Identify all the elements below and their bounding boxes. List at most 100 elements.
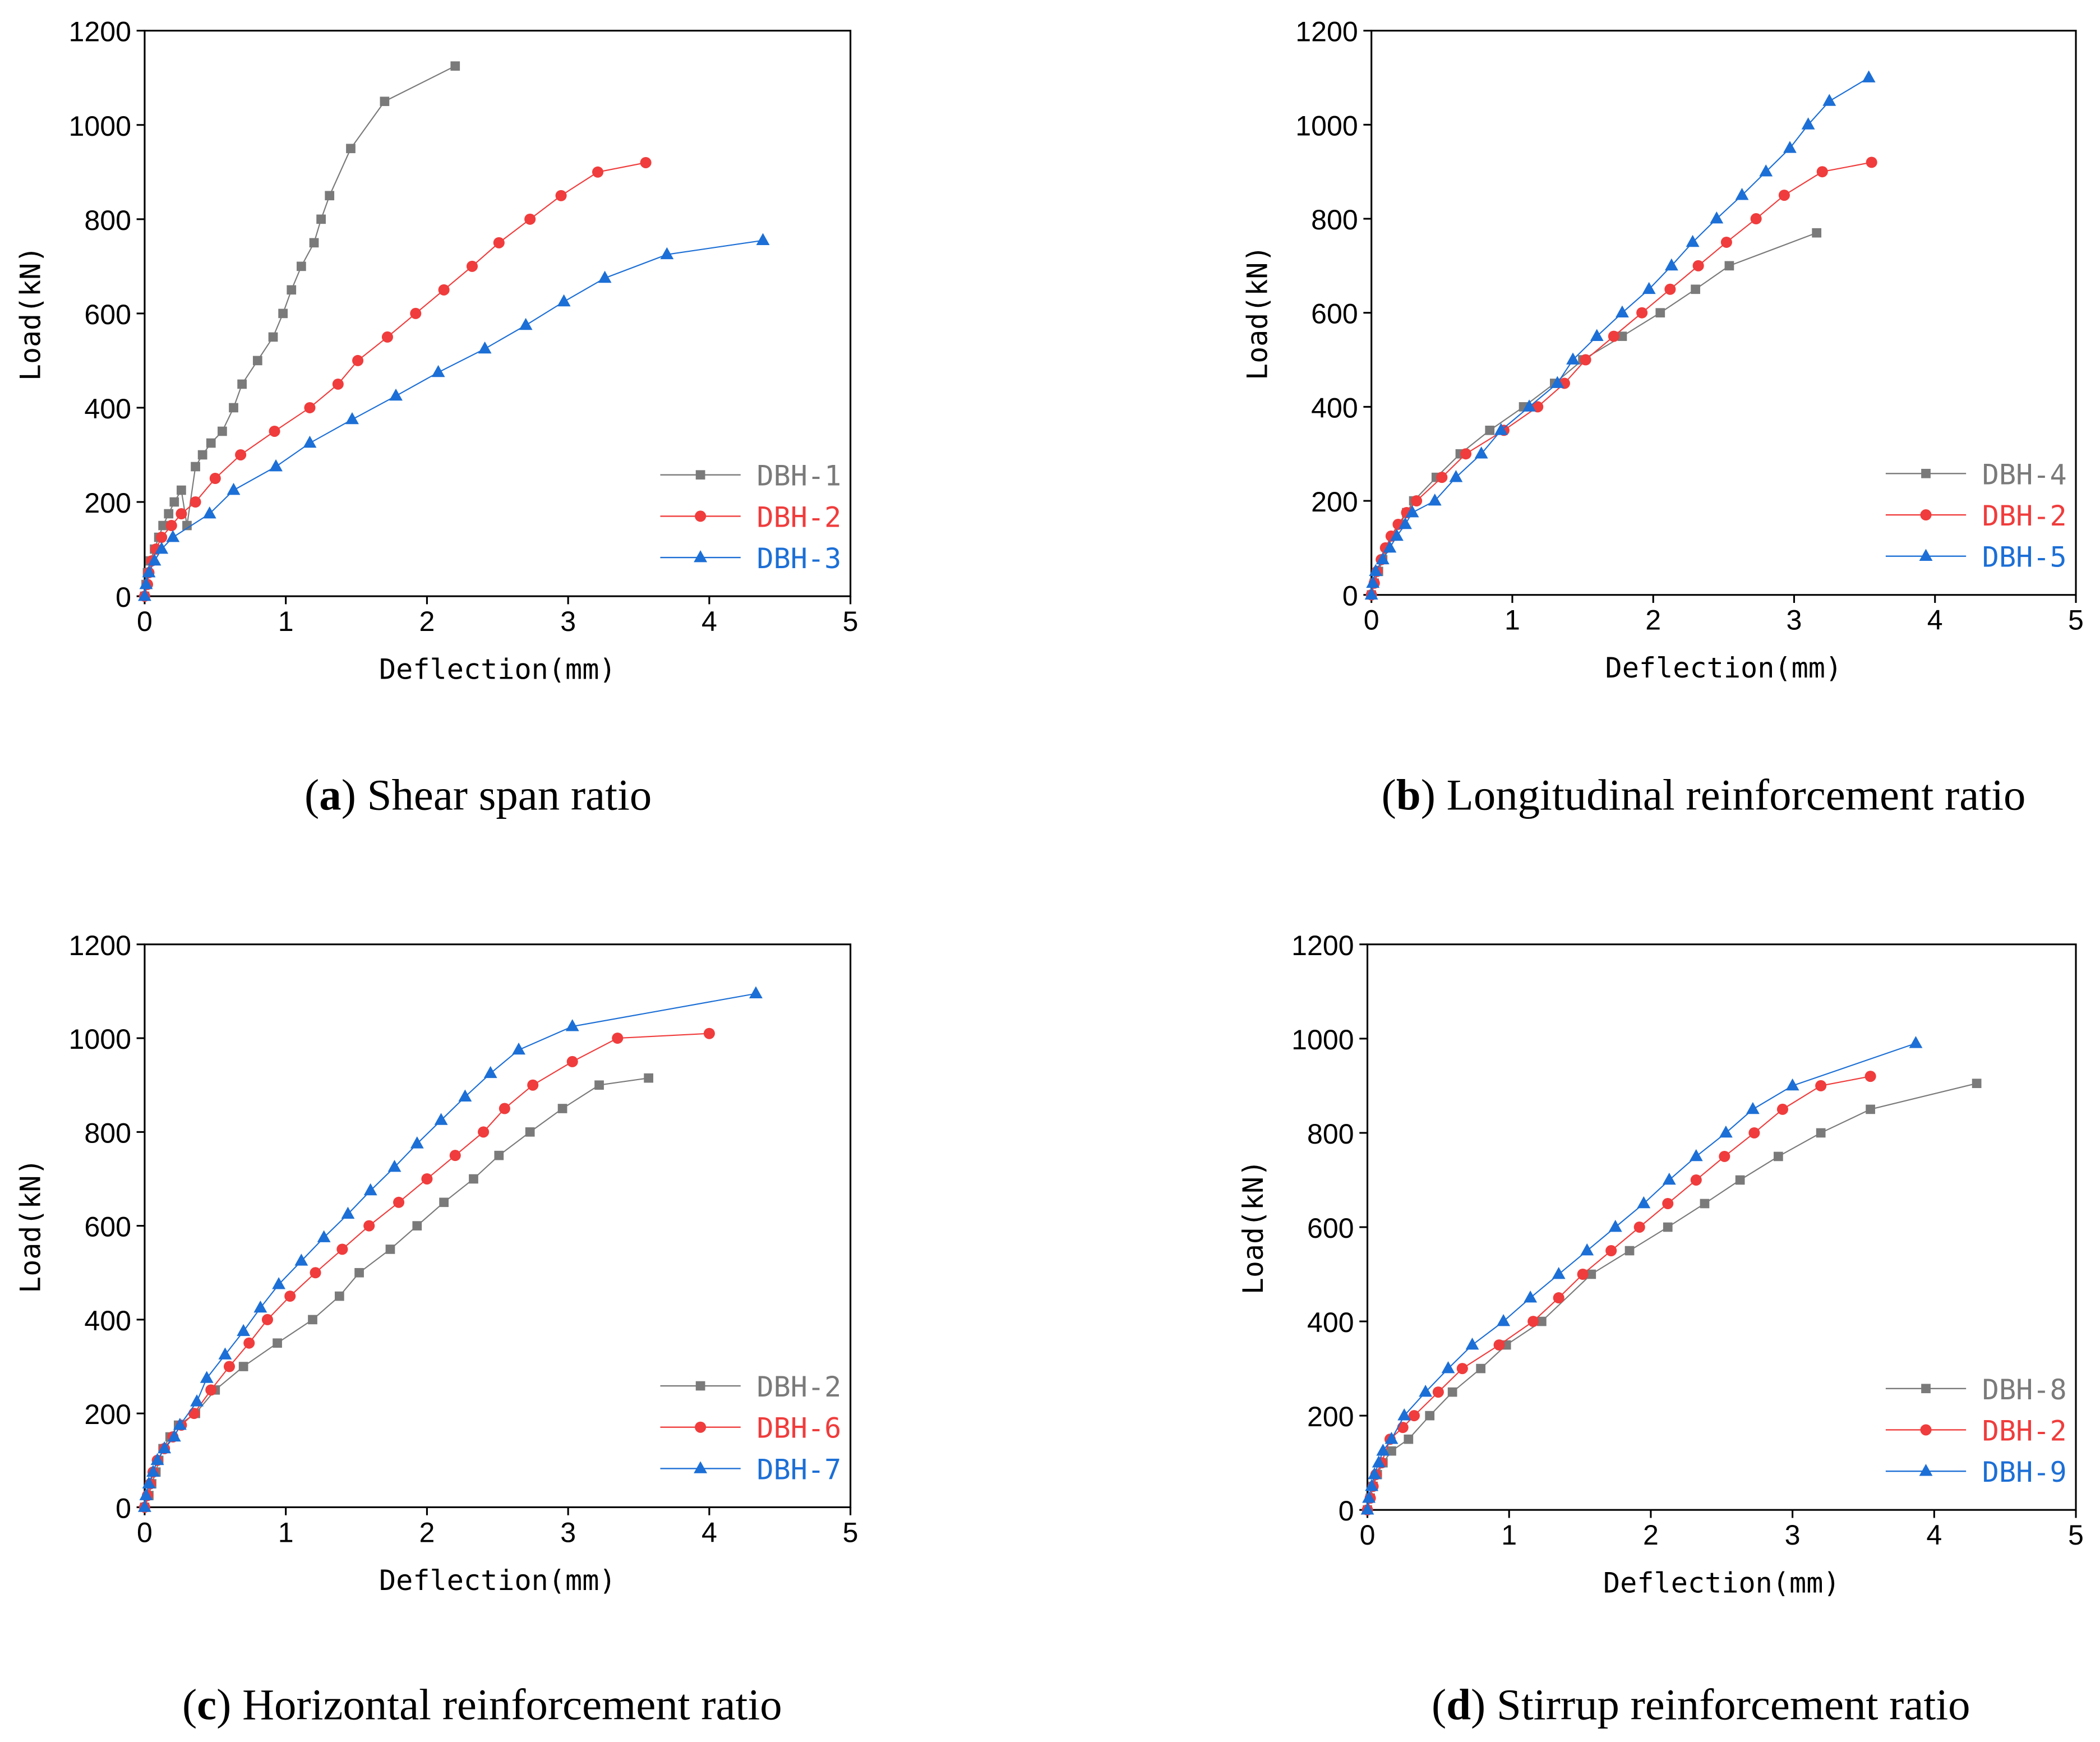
legend-label: DBH-2 (756, 501, 841, 534)
caption: (d) Stirrup reinforcement ratio (1432, 1681, 1970, 1730)
marker (1390, 528, 1404, 541)
marker (1460, 448, 1472, 460)
marker (341, 1206, 355, 1219)
x-tick-label: 4 (1927, 605, 1943, 636)
marker (336, 1243, 348, 1255)
marker (237, 379, 247, 389)
legend-label: DBH-8 (1982, 1374, 2067, 1406)
marker (138, 1500, 151, 1512)
marker (557, 294, 571, 307)
marker (524, 213, 536, 225)
y-tick-label: 400 (84, 393, 131, 425)
plot-frame (1370, 30, 2077, 596)
x-tick-label: 2 (1643, 1519, 1659, 1551)
marker (287, 285, 297, 295)
marker (410, 307, 422, 319)
legend-marker (695, 1381, 705, 1391)
marker (206, 438, 216, 448)
caption-part: ( (1382, 771, 1396, 820)
series-line (1367, 1076, 1871, 1510)
y-tick-label: 800 (1311, 204, 1358, 236)
marker (438, 284, 450, 296)
marker (1866, 156, 1877, 168)
marker (164, 509, 174, 519)
x-tick-label: 0 (1364, 605, 1379, 636)
marker (1384, 1432, 1399, 1444)
caption-part: ) Longitudinal reinforcement ratio (1421, 771, 2026, 820)
marker (1456, 1363, 1468, 1375)
marker (1735, 1175, 1745, 1185)
marker (1522, 399, 1536, 412)
marker (1368, 1467, 1382, 1480)
y-tick-label: 1200 (69, 16, 132, 48)
legend-marker (694, 1461, 708, 1473)
marker (1692, 260, 1704, 271)
marker (749, 986, 763, 998)
series-line (1370, 232, 1817, 595)
x-tick-label: 4 (701, 1517, 717, 1548)
caption-part: c (197, 1681, 216, 1730)
marker (1617, 331, 1627, 341)
marker (1399, 517, 1412, 529)
marker (565, 1019, 579, 1031)
marker (309, 238, 319, 248)
caption: (b) Longitudinal reinforcement ratio (1382, 771, 2026, 820)
marker (1428, 493, 1442, 506)
marker (146, 1464, 160, 1477)
marker (1524, 1290, 1538, 1303)
series-line (144, 65, 456, 597)
x-tick-label: 2 (419, 1517, 435, 1548)
y-tick-label: 1200 (69, 930, 132, 961)
marker (1474, 446, 1488, 459)
marker (1580, 354, 1591, 366)
marker (297, 261, 306, 271)
x-tick-label: 5 (843, 1517, 859, 1548)
marker (332, 378, 344, 390)
marker (147, 553, 161, 566)
marker (1605, 1245, 1617, 1256)
marker (142, 565, 156, 578)
marker (1785, 1078, 1799, 1091)
marker (1405, 505, 1419, 518)
marker (139, 1488, 153, 1500)
marker (1408, 1410, 1420, 1422)
series-line (144, 1077, 649, 1508)
marker (499, 1103, 510, 1114)
marker (316, 214, 326, 224)
series-line (144, 993, 756, 1508)
marker (156, 532, 168, 543)
marker (1735, 188, 1749, 200)
marker (1404, 1434, 1414, 1444)
marker (1608, 1219, 1622, 1232)
marker (387, 1159, 401, 1172)
marker (139, 577, 153, 589)
marker (150, 1453, 164, 1466)
marker (1719, 1150, 1730, 1162)
marker (269, 459, 283, 472)
panel: 0 1 2 3 4 5 0 200 400 600 800 1000 1200 Deflection(mm… (15, 930, 859, 1730)
marker (1441, 1361, 1455, 1374)
y-tick-label: 800 (1307, 1118, 1354, 1150)
marker (1537, 1316, 1547, 1326)
legend-label: DBH-2 (756, 1371, 841, 1403)
marker (1662, 1197, 1674, 1209)
marker (1432, 1386, 1444, 1398)
marker (1748, 1127, 1760, 1139)
marker (268, 332, 278, 342)
marker (1383, 540, 1397, 553)
marker (197, 450, 207, 460)
legend-label: DBH-5 (1982, 541, 2067, 574)
marker (1816, 166, 1828, 178)
marker (380, 96, 390, 107)
marker (308, 1315, 317, 1325)
caption: (a) Shear span ratio (304, 771, 652, 820)
x-tick-label: 0 (137, 1517, 153, 1548)
marker (334, 1291, 344, 1301)
marker (1590, 329, 1604, 341)
marker (1436, 472, 1448, 483)
marker (1360, 1503, 1374, 1515)
marker (1778, 190, 1790, 201)
caption-part: ) Shear span ratio (341, 771, 652, 820)
marker (218, 1347, 232, 1360)
